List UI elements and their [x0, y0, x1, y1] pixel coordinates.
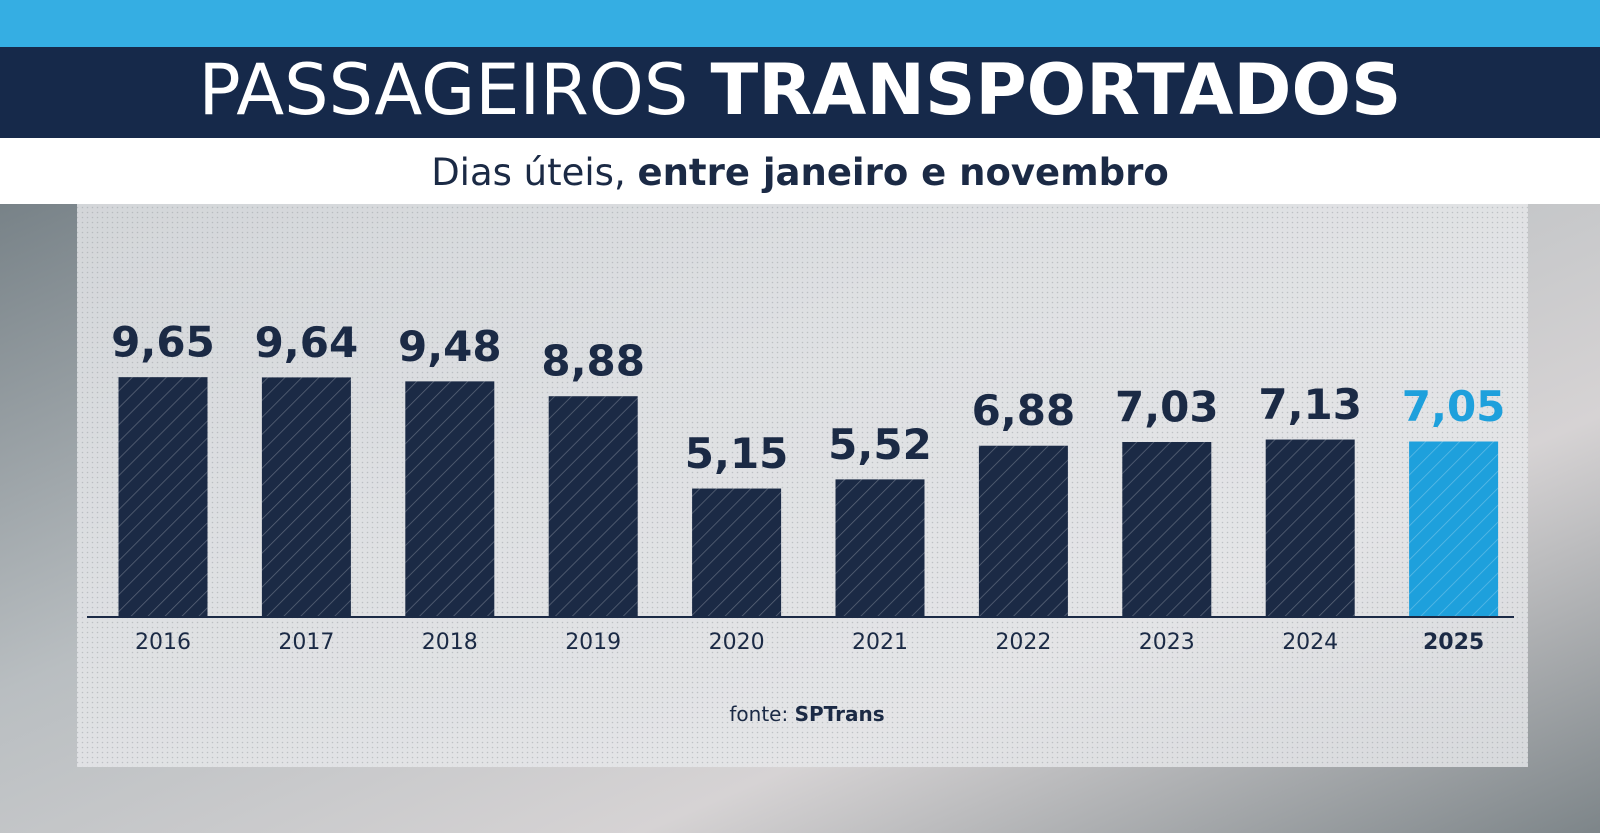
bar-hatch — [1409, 441, 1499, 616]
x-tick-label: 2022 — [995, 630, 1051, 655]
x-tick-label: 2020 — [709, 630, 765, 655]
chart-subtitle: Dias úteis, entre janeiro e novembro — [431, 151, 1169, 194]
value-label: 9,64 — [255, 318, 359, 367]
title-light: PASSAGEIROS — [199, 49, 689, 131]
title-band — [0, 47, 1600, 138]
bar-hatch — [261, 377, 351, 616]
chart-title: PASSAGEIROS TRANSPORTADOS — [199, 49, 1402, 131]
x-tick-label: 2024 — [1282, 630, 1338, 655]
x-tick-label: 2016 — [135, 630, 191, 655]
bar-hatch — [1265, 439, 1355, 616]
value-label: 6,88 — [972, 386, 1076, 435]
top-stripe — [0, 0, 1600, 47]
subtitle-band — [0, 138, 1600, 204]
bar-hatch — [692, 488, 782, 616]
bar-hatch — [118, 377, 208, 616]
x-tick-label: 2018 — [422, 630, 478, 655]
x-tick-label: 2019 — [565, 630, 621, 655]
value-label: 9,48 — [398, 322, 502, 371]
x-tick-label: 2023 — [1139, 630, 1195, 655]
bar-hatch — [405, 381, 495, 616]
source: fonte: SPTrans — [729, 702, 884, 726]
subtitle-bold: entre janeiro e novembro — [637, 151, 1168, 194]
x-tick-label: 2021 — [852, 630, 908, 655]
value-label: 7,13 — [1258, 380, 1362, 429]
value-label: 5,15 — [685, 429, 789, 478]
value-label: 7,03 — [1115, 383, 1219, 432]
source-label: fonte: — [729, 702, 788, 726]
value-label: 9,65 — [111, 318, 215, 367]
x-tick-label: 2017 — [278, 630, 334, 655]
subtitle-light: Dias úteis, — [431, 151, 626, 194]
value-label: 7,05 — [1402, 382, 1506, 431]
bar-hatch — [1122, 442, 1212, 616]
bar-hatch — [835, 479, 925, 616]
x-tick-label: 2025 — [1423, 630, 1484, 655]
title-bold: TRANSPORTADOS — [711, 49, 1402, 131]
bar-hatch — [978, 445, 1068, 616]
value-label: 5,52 — [828, 420, 932, 469]
value-label: 8,88 — [541, 337, 645, 386]
plot: 9,65 2016 9,64 2017 9,48 2018 8,88 2019 5,15 2020… — [111, 318, 1505, 655]
bar-hatch — [548, 396, 638, 616]
source-name: SPTrans — [795, 702, 885, 726]
